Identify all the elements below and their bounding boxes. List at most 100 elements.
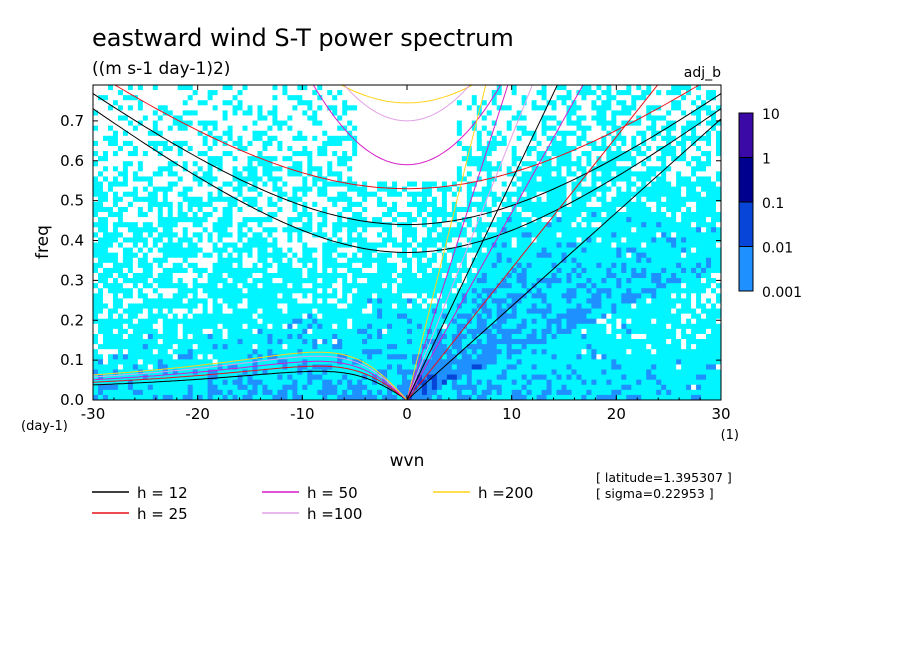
field-cell — [626, 115, 632, 122]
field-cell — [546, 272, 553, 279]
field-cell — [177, 145, 184, 152]
field-cell — [631, 196, 637, 203]
field-cell — [446, 186, 453, 193]
field-cell — [227, 140, 234, 147]
field-cell — [636, 176, 642, 183]
field-cell — [352, 186, 358, 193]
field-cell — [167, 115, 174, 122]
field-cell — [546, 196, 553, 203]
field-cell — [237, 267, 244, 274]
field-cell — [93, 135, 99, 142]
field-cell — [147, 151, 154, 157]
field-cell — [536, 166, 543, 172]
field-cell — [402, 156, 408, 162]
field-cell — [287, 278, 293, 284]
field-cell — [566, 278, 573, 284]
field-cell — [197, 196, 204, 203]
field-cell — [127, 130, 134, 137]
field-cell — [556, 257, 563, 264]
field-cell — [142, 196, 149, 203]
field-cell — [456, 191, 463, 198]
field-cell — [137, 85, 144, 91]
chart-subtitle: ((m s-1 day-1)2) — [92, 59, 230, 79]
field-cell — [247, 85, 254, 91]
field-cell — [112, 176, 119, 183]
field-cell — [656, 257, 662, 264]
field-cell — [476, 135, 483, 142]
field-cell — [212, 212, 219, 218]
field-cell — [377, 166, 383, 172]
field-cell — [501, 156, 508, 162]
field-cell — [446, 100, 453, 106]
field-cell — [486, 120, 493, 127]
field-cell — [576, 156, 583, 162]
field-cell — [676, 237, 682, 244]
field-cell — [117, 252, 124, 259]
field-cell — [651, 156, 657, 162]
field-cell — [596, 272, 602, 279]
field-cell — [352, 120, 358, 127]
field-cell — [132, 151, 139, 157]
field-cell — [367, 262, 373, 269]
field-cell — [167, 262, 174, 269]
field-cell — [392, 257, 398, 264]
field-cell — [252, 105, 259, 111]
field-cell — [701, 140, 707, 147]
field-cell — [481, 140, 488, 147]
field-cell — [372, 105, 378, 111]
field-cell — [142, 278, 149, 284]
field-cell — [217, 110, 224, 117]
field-cell — [491, 130, 498, 137]
field-cell — [556, 90, 563, 96]
field-cell — [586, 227, 593, 233]
field-cell — [322, 105, 328, 111]
field-cell — [436, 252, 443, 259]
field-cell — [97, 283, 104, 289]
field-cell — [132, 130, 139, 137]
field-cell — [177, 176, 184, 183]
field-cell — [252, 120, 259, 127]
field-cell — [716, 196, 721, 203]
field-cell — [716, 191, 721, 198]
field-cell — [242, 267, 249, 274]
field-cell — [501, 201, 508, 208]
field-cell — [506, 171, 513, 178]
field-cell — [302, 156, 308, 162]
field-cell — [626, 145, 632, 152]
field-cell — [501, 242, 508, 249]
field-cell — [436, 212, 443, 218]
field-cell — [516, 166, 523, 172]
field-cell — [347, 90, 353, 96]
field-cell — [466, 186, 473, 193]
field-cell — [207, 227, 214, 233]
field-cell — [327, 227, 333, 233]
field-cell — [372, 217, 378, 223]
field-cell — [232, 110, 239, 117]
field-cell — [237, 283, 244, 289]
field-cell — [362, 186, 368, 193]
field-cell — [332, 125, 338, 132]
field-cell — [701, 161, 707, 167]
field-cell — [132, 283, 139, 289]
field-cell — [167, 176, 174, 183]
field-cell — [556, 130, 563, 137]
field-cell — [342, 135, 348, 142]
field-cell — [611, 85, 617, 91]
field-cell — [451, 100, 458, 106]
field-cell — [416, 278, 423, 284]
field-cell — [441, 125, 448, 132]
field-cell — [551, 90, 558, 96]
field-cell — [342, 252, 348, 259]
field-cell — [252, 151, 259, 157]
field-cell — [646, 191, 652, 198]
field-cell — [112, 90, 119, 96]
field-cell — [287, 227, 293, 233]
field-cell — [716, 140, 721, 147]
field-cell — [451, 181, 458, 188]
field-cell — [357, 85, 363, 91]
field-cell — [456, 242, 463, 249]
field-cell — [481, 151, 488, 157]
field-cell — [297, 217, 303, 223]
field-cell — [327, 278, 333, 284]
field-cell — [531, 227, 538, 233]
